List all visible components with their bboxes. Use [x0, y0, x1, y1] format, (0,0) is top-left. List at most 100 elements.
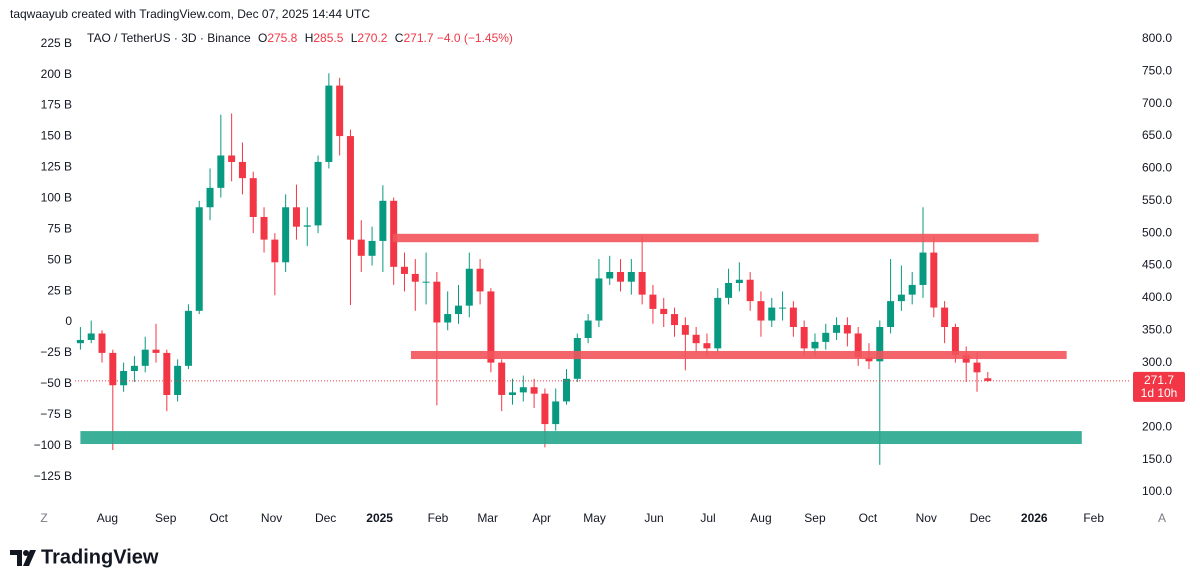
ohlc-value: 285.5 [313, 31, 344, 45]
candle-body [444, 314, 452, 323]
price-label-box [1133, 371, 1185, 402]
candle-body [379, 200, 387, 241]
candle-body [163, 352, 171, 395]
candle-body [703, 343, 711, 349]
zone [80, 431, 1082, 445]
candle-body [271, 239, 279, 263]
candle-body [325, 85, 333, 162]
y-tick-label: 500.0 [1142, 225, 1172, 239]
y2-tick-label: 175 B [41, 98, 72, 112]
candle-body [152, 349, 160, 353]
candle-body [649, 294, 657, 309]
y2-tick-label: −125 B [34, 469, 72, 483]
change: −4.0 [436, 31, 461, 45]
candle-body [638, 271, 646, 295]
x-tick-label: Oct [859, 511, 878, 525]
candle-body [357, 239, 365, 256]
candle-body [541, 393, 549, 425]
candle-body [336, 85, 344, 137]
auto-scale-button[interactable]: Z [40, 511, 47, 525]
candle-body [130, 365, 138, 372]
logo[interactable]: TradingView [10, 546, 159, 568]
candle-body [606, 271, 614, 279]
candle-body [519, 387, 527, 393]
symbol: TAO / TetherUS · 3D · Binance [87, 31, 251, 45]
candle-body [411, 273, 419, 282]
candle-body [184, 310, 192, 366]
candle-body [249, 178, 257, 217]
y-tick-label: 350.0 [1142, 322, 1172, 336]
candle-body [725, 282, 733, 298]
candle-body [530, 387, 538, 394]
y2-tick-label: 75 B [47, 221, 72, 235]
y-tick-label: 550.0 [1142, 193, 1172, 207]
x-tick-label: Aug [97, 511, 118, 525]
x-tick-label: Nov [261, 511, 282, 525]
candle-body [433, 281, 441, 323]
x-tick-label: Apr [532, 511, 551, 525]
candle-body [714, 297, 722, 349]
ohlc-value: 275.8 [267, 31, 298, 45]
auto-scale-button[interactable]: A [1158, 511, 1166, 525]
candle-body [627, 271, 635, 282]
candle-body [768, 307, 776, 321]
candle-body [314, 161, 322, 226]
candle-body [617, 271, 625, 282]
candle-body [930, 252, 938, 308]
y2-tick-label: −100 B [34, 438, 72, 452]
candle-body [346, 136, 354, 240]
change-percent: (−1.45%) [463, 31, 513, 45]
candle-body [368, 240, 376, 256]
y2-tick-label: 125 B [41, 160, 72, 174]
candle-body [400, 266, 408, 274]
candle-body [454, 305, 462, 315]
y2-tick-label: 200 B [41, 67, 72, 81]
candle-body [120, 371, 128, 386]
candle-body [681, 325, 689, 335]
candle-body [217, 155, 225, 188]
candle-body [228, 155, 236, 162]
legend: TAO / TetherUS · 3D · Binance O275.8 H28… [87, 31, 513, 45]
candle-body [984, 378, 992, 381]
y-tick-label: 200.0 [1142, 420, 1172, 434]
candle-body [141, 349, 149, 366]
y2-tick-label: 50 B [47, 252, 72, 266]
x-tick-label: 2025 [366, 511, 393, 525]
candle-body [303, 225, 311, 227]
candle-body [476, 268, 484, 292]
x-tick-label: 2026 [1021, 511, 1048, 525]
candle-body [174, 365, 182, 395]
candle-body [854, 333, 862, 358]
x-tick-label: Feb [1083, 511, 1104, 525]
candle-body [843, 325, 851, 334]
logo-text: TradingView [41, 546, 159, 568]
ohlc-value: 270.2 [357, 31, 388, 45]
candle-body [552, 401, 560, 425]
logo-icon [23, 550, 29, 556]
ohlc-key: C [394, 31, 404, 45]
candle-body [671, 314, 679, 326]
y-tick-label: 100.0 [1142, 484, 1172, 498]
x-tick-label: Nov [916, 511, 937, 525]
candle-body [746, 279, 754, 302]
ohlc-value: 271.7 [403, 31, 434, 45]
price-label: 271.7 [1144, 373, 1174, 387]
candle-body [487, 291, 495, 363]
candle-body [595, 278, 603, 321]
ohlc-key: L [350, 31, 358, 45]
y-tick-label: 150.0 [1142, 452, 1172, 466]
y2-tick-label: 100 B [41, 190, 72, 204]
candle-body [76, 339, 84, 344]
credit: taqwaayub created with TradingView.com, … [10, 7, 370, 21]
candle-body [811, 341, 819, 349]
y2-tick-label: −50 B [40, 376, 72, 390]
candle-body [919, 252, 927, 285]
y-tick-label: 600.0 [1142, 161, 1172, 175]
candle-body [98, 333, 106, 353]
logo-icon [23, 550, 36, 566]
candle-body [465, 268, 473, 306]
candle-body [238, 161, 246, 179]
candle-body [822, 332, 830, 342]
candle-body [282, 207, 290, 263]
